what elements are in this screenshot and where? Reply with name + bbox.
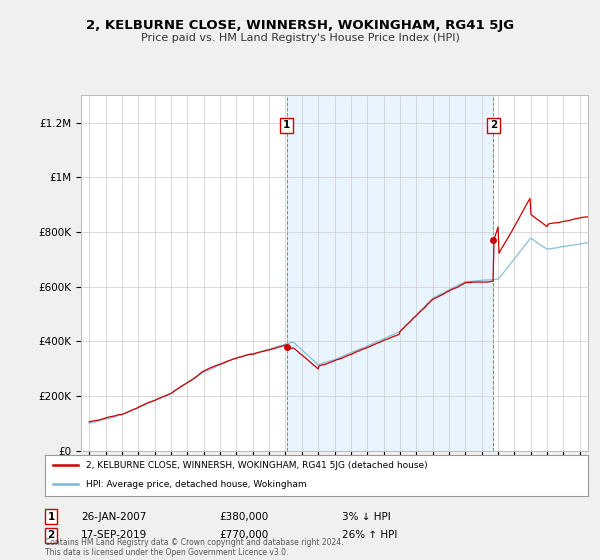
Text: 2: 2 (47, 530, 55, 540)
Text: £770,000: £770,000 (219, 530, 268, 540)
Text: 2, KELBURNE CLOSE, WINNERSH, WOKINGHAM, RG41 5JG: 2, KELBURNE CLOSE, WINNERSH, WOKINGHAM, … (86, 18, 514, 32)
Text: HPI: Average price, detached house, Wokingham: HPI: Average price, detached house, Woki… (86, 480, 307, 489)
Bar (287, 95, 493, 451)
Text: Contains HM Land Registry data © Crown copyright and database right 2024.
This d: Contains HM Land Registry data © Crown c… (45, 538, 343, 557)
Text: 2: 2 (490, 120, 497, 130)
Text: 3% ↓ HPI: 3% ↓ HPI (342, 512, 391, 522)
Text: 26-JAN-2007: 26-JAN-2007 (81, 512, 146, 522)
Text: 26% ↑ HPI: 26% ↑ HPI (342, 530, 397, 540)
Text: £380,000: £380,000 (219, 512, 268, 522)
Text: 2, KELBURNE CLOSE, WINNERSH, WOKINGHAM, RG41 5JG (detached house): 2, KELBURNE CLOSE, WINNERSH, WOKINGHAM, … (86, 461, 427, 470)
Text: Price paid vs. HM Land Registry's House Price Index (HPI): Price paid vs. HM Land Registry's House … (140, 33, 460, 43)
Text: 1: 1 (283, 120, 290, 130)
Text: 1: 1 (47, 512, 55, 522)
Text: 17-SEP-2019: 17-SEP-2019 (81, 530, 147, 540)
